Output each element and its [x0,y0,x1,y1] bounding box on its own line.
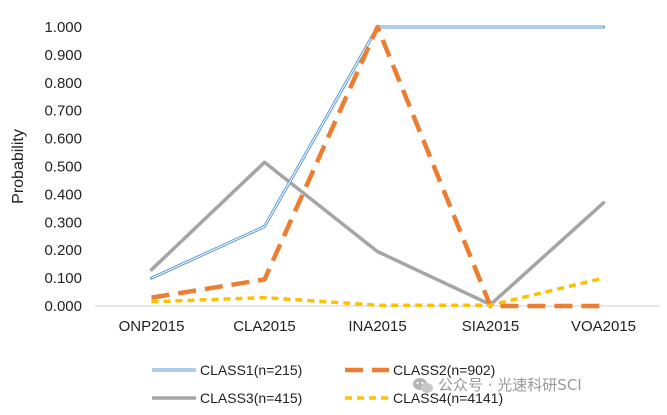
legend-label: CLASS1(n=215) [200,362,302,378]
y-tick-label: 0.800 [44,75,82,92]
x-tick-label: INA2015 [348,318,406,335]
y-tick-label: 0.600 [44,131,82,148]
legend: CLASS1(n=215) CLASS2(n=902) CLASS3(n=415) C… [152,362,503,406]
watermark-text: 公众号 · 光速科研SCI [438,376,582,394]
y-tick-label: 0.300 [44,214,82,231]
legend-label: CLASS3(n=415) [200,390,302,406]
x-tick-label: CLA2015 [233,318,296,335]
wechat-icon [413,378,433,393]
legend-label: CLASS4(n=4141) [393,390,503,406]
series-line-4 [151,276,604,307]
y-tick-label: 0.400 [44,186,82,203]
y-tick-labels: 0.000 0.100 0.200 0.300 0.400 0.500 0.600 0.700… [44,19,82,315]
y-axis-label: Probability [10,129,27,204]
y-tick-label: 0.000 [44,298,82,315]
x-tick-labels: ONP2015 CLA2015 INA2015 SIA2015 VOA2015 [119,318,636,335]
series-line-2 [151,24,604,309]
series-lines [149,24,606,309]
y-tick-label: 0.900 [44,47,82,64]
y-tick-label: 0.100 [44,270,82,287]
series-line-3 [149,160,606,307]
y-tick-label: 1.000 [44,19,82,36]
y-tick-label: 0.200 [44,242,82,259]
watermark: 公众号 · 光速科研SCI [413,376,582,394]
legend-label: CLASS2(n=902) [393,362,495,378]
y-axis-label-group: Probability [10,129,27,204]
series-line-1 [150,25,605,280]
x-tick-label: ONP2015 [119,318,185,335]
y-tick-label: 0.700 [44,103,82,120]
x-tick-label: SIA2015 [462,318,520,335]
series-line-highlight-1 [151,26,604,279]
x-tick-label: VOA2015 [571,318,636,335]
y-tick-label: 0.500 [44,159,82,176]
